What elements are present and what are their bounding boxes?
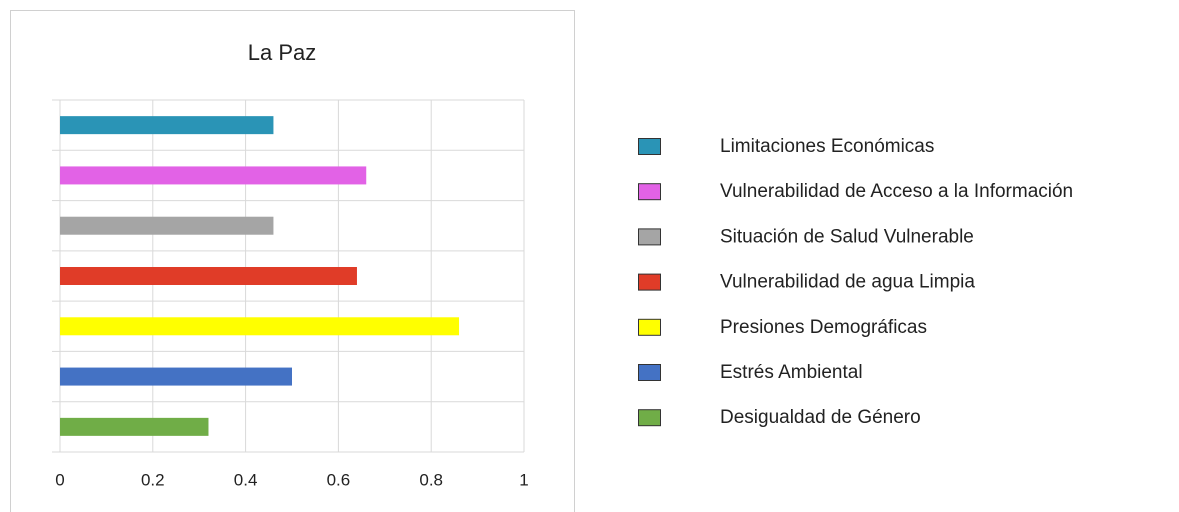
bar bbox=[60, 317, 460, 336]
x-tick-label: 0.6 bbox=[327, 470, 351, 489]
legend-label: Desigualdad de Género bbox=[720, 407, 921, 428]
legend-label: Estrés Ambiental bbox=[720, 362, 863, 383]
x-tick-label: 0.8 bbox=[419, 470, 443, 489]
legend-swatch bbox=[638, 183, 661, 201]
x-tick-label: 1 bbox=[519, 470, 528, 489]
legend-label: Limitaciones Económicas bbox=[720, 136, 934, 157]
chart-frame bbox=[10, 10, 575, 512]
legend-swatch bbox=[638, 364, 661, 381]
bar bbox=[60, 116, 274, 135]
bar bbox=[60, 166, 367, 185]
legend-label: Vulnerabilidad de agua Limpia bbox=[720, 272, 975, 293]
x-tick-label: 0.2 bbox=[141, 470, 165, 489]
legend-swatch bbox=[638, 273, 661, 291]
bar bbox=[60, 267, 357, 285]
bar bbox=[60, 367, 292, 386]
legend-label: Situación de Salud Vulnerable bbox=[720, 226, 974, 247]
x-tick-label: 0.4 bbox=[234, 470, 258, 489]
legend-swatch bbox=[638, 228, 661, 246]
x-tick-label: 0 bbox=[55, 470, 64, 489]
legend-label: Presiones Demográficas bbox=[720, 317, 927, 338]
bar bbox=[60, 216, 274, 235]
legend-label: Vulnerabilidad de Acceso a la Informació… bbox=[720, 181, 1073, 202]
legend-swatch bbox=[638, 318, 661, 336]
chart-title: La Paz bbox=[248, 40, 317, 65]
legend-swatch bbox=[638, 138, 661, 155]
bar bbox=[60, 417, 209, 436]
legend-swatch bbox=[638, 409, 661, 427]
